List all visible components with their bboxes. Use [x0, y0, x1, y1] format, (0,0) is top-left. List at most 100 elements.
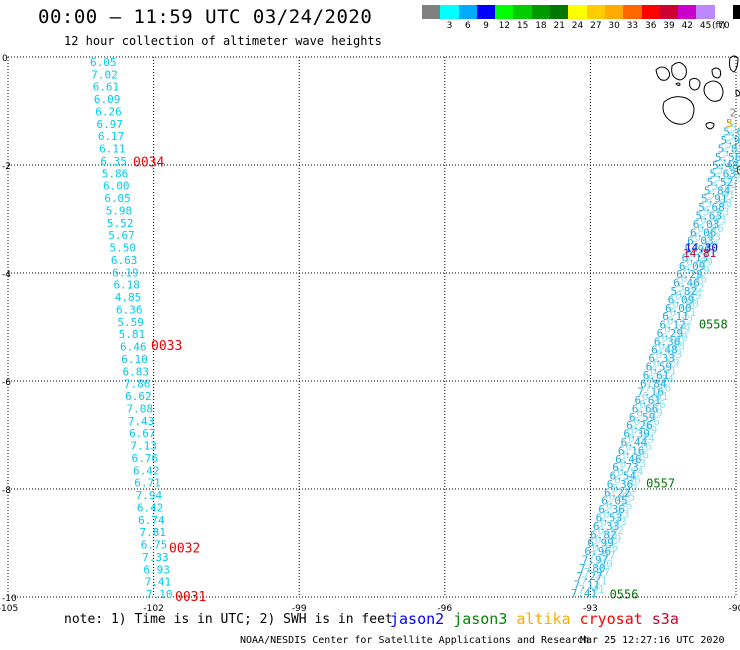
- wave-height-value: 6.12: [659, 319, 686, 332]
- wave-height-value-shadow: 6.22: [611, 482, 638, 495]
- wave-height-value-shadow: 6.00: [672, 298, 699, 311]
- wave-height-value: 6.46: [120, 341, 147, 354]
- wave-height-value-shadow: 5.83: [725, 138, 740, 151]
- wave-height-value: 6.05: [90, 56, 117, 69]
- wave-height-value-shadow: 5.90: [692, 239, 719, 252]
- legend-label: 30: [608, 21, 620, 31]
- legend-label: 12: [498, 21, 511, 31]
- x-tick-label: -105: [0, 604, 18, 614]
- footnote: note: 1) Time is in UTC; 2) SWH is in fe…: [64, 612, 393, 627]
- legend-label: 3: [446, 21, 453, 31]
- jason2-track: 6.057.026.616.096.266.976.176.116.355.86…: [90, 56, 173, 601]
- wave-height-value: 6.76: [132, 452, 159, 465]
- wave-height-value: 5.56: [715, 151, 740, 164]
- wave-height-value: 5.59: [117, 316, 144, 329]
- legend-label: 18: [535, 21, 547, 31]
- wave-height-value: 6.99: [587, 537, 614, 550]
- wave-height-value: 6.36: [607, 478, 634, 491]
- wave-height-value: 5.50: [110, 242, 137, 255]
- wave-height-value-shadow: 6.33: [656, 348, 683, 361]
- wave-height-value: 6.39: [623, 428, 650, 441]
- wave-height-value: 6.10: [121, 353, 148, 366]
- wave-height-value: 6.42: [133, 464, 160, 477]
- time-label: 0557: [646, 477, 675, 491]
- wave-height-value: 7.08: [126, 402, 153, 415]
- wave-height-value: 6.30: [654, 335, 681, 348]
- wave-height-value-shadow: 5.63: [703, 205, 730, 218]
- wave-height-value-shadow: 6.73: [620, 457, 647, 470]
- wave-height-value: 6.93: [143, 563, 170, 576]
- wave-height-value-shadow: 6.39: [631, 423, 658, 436]
- wave-height-value-shadow: 6.29: [664, 323, 691, 336]
- wave-height-value: 6.03: [693, 218, 720, 231]
- wave-height-value-shadow: 6.61: [650, 365, 677, 378]
- wave-height-value-shadow: 7.27: [584, 566, 611, 579]
- wave-height-value-shadow: 6.46: [681, 272, 708, 285]
- legend-swatch: [531, 5, 551, 19]
- wave-height-value: 6.09: [668, 293, 695, 306]
- legend-item: 33: [623, 5, 642, 31]
- wave-height-value: 5.90: [720, 134, 740, 147]
- wave-height-value: 6.09: [679, 260, 706, 273]
- wave-height-value: 6.36: [116, 303, 143, 316]
- x-tick-label: -93: [583, 604, 598, 614]
- legend-swatch: [440, 5, 459, 19]
- wave-height-value: 5.83: [718, 142, 740, 155]
- wave-height-value-shadow: 5.56: [722, 147, 740, 160]
- wave-height-value-shadow: 6.84: [647, 373, 674, 386]
- legend-item: 18: [531, 5, 551, 31]
- wave-height-value-shadow: 7.41: [578, 583, 605, 596]
- wave-height-value: 6.71: [134, 477, 161, 490]
- wave-height-value-shadow: 6.44: [628, 432, 655, 445]
- wave-height-value: 6.83: [123, 365, 150, 378]
- wave-height-value-shadow: 5.68: [706, 197, 733, 210]
- special-wave-value: 2.89: [730, 106, 740, 119]
- wave-height-value-shadow: 6.54: [617, 465, 644, 478]
- wave-height-value: 6.26: [95, 105, 122, 118]
- legend-swatch: [696, 5, 715, 19]
- wave-height-value-shadow: 6.59: [653, 356, 680, 369]
- legend-swatch: [714, 5, 734, 19]
- wave-height-value: 7.10: [146, 588, 173, 601]
- wave-height-value: 6.53: [596, 511, 623, 524]
- wave-height-value: 6.61: [634, 394, 661, 407]
- wave-height-value: 6.17: [98, 130, 125, 143]
- legend-item: 3: [440, 5, 459, 31]
- map-subtitle: 12 hour collection of altimeter wave hei…: [64, 34, 382, 48]
- wave-height-value-shadow: 6.48: [659, 340, 686, 353]
- wave-height-value: 6.33: [593, 520, 620, 533]
- wave-height-value: 7.02: [91, 68, 118, 81]
- wave-height-value: 6.54: [610, 470, 637, 483]
- wave-height-value: 6.67: [129, 427, 156, 440]
- legend-label: 39: [663, 21, 675, 31]
- legend-unit: (ft): [712, 21, 726, 31]
- wave-height-value-shadow: 6.36: [614, 474, 641, 487]
- wave-height-value: 6.73: [612, 461, 639, 474]
- legend-swatch: [458, 5, 477, 19]
- wave-height-value: 6.16: [618, 444, 645, 457]
- wave-height-value: 7.16: [637, 386, 664, 399]
- time-label: 0034: [133, 155, 164, 170]
- wave-height-value: 6.59: [629, 411, 656, 424]
- wave-height-value-shadow: 6.82: [597, 524, 624, 537]
- wave-height-value: 7.13: [130, 440, 157, 453]
- legend-swatch: [641, 5, 660, 19]
- legend-label: 21: [553, 21, 565, 31]
- wave-height-value: 6.29: [676, 268, 703, 281]
- legend-swatch: [604, 5, 624, 19]
- wave-height-value: 6.19: [112, 266, 138, 279]
- wave-height-value: 5.52: [107, 217, 134, 230]
- satellite-name: cryosat: [579, 610, 643, 628]
- legend-label: 45: [699, 21, 712, 31]
- legend-item: [733, 5, 740, 31]
- wave-height-value: 6.36: [598, 503, 625, 516]
- x-tick-label: -96: [437, 604, 452, 614]
- legend-label: 24: [571, 21, 584, 31]
- x-tick-label: -99: [292, 604, 307, 614]
- wave-height-value: 6.75: [141, 539, 168, 552]
- wave-height-value: 7.41: [145, 576, 172, 589]
- legend-swatch: [495, 5, 514, 19]
- wave-height-value-shadow: 5.63: [717, 163, 740, 176]
- wave-height-value: 6.00: [103, 180, 130, 193]
- wave-height-value: 6.97: [97, 118, 124, 131]
